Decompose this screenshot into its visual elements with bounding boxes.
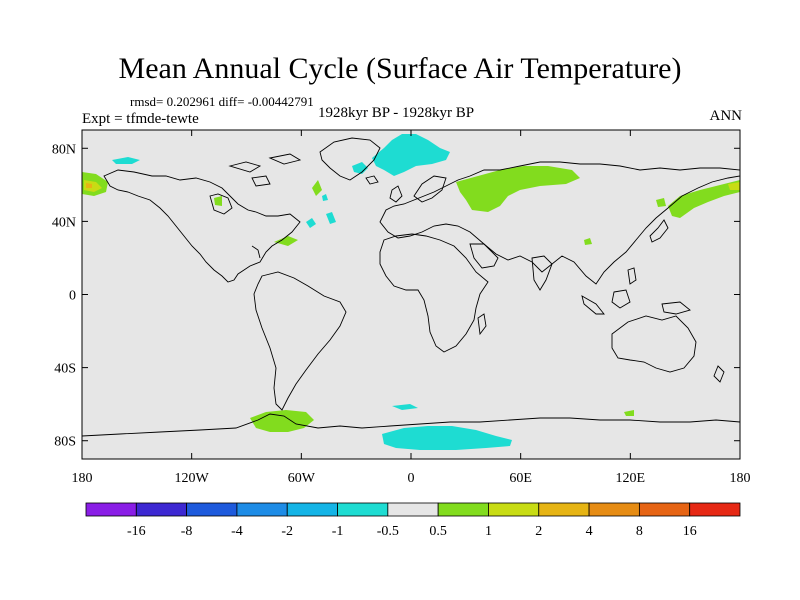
colorbar-labels: -16 -8 -4 -2 -1 -0.5 0.5 1 2 4 8 16 — [127, 524, 697, 539]
colorbar-swatch — [286, 502, 338, 517]
australia-coast — [611, 315, 697, 373]
china-warming-patch — [584, 238, 592, 245]
florida-coast — [251, 245, 261, 259]
asia-warming-patch — [656, 198, 666, 207]
y-tick-label: 80S — [54, 435, 76, 450]
borneo-coast — [611, 289, 631, 309]
hudson-bay-coast — [209, 193, 233, 215]
eurasia-coast — [379, 161, 741, 285]
colorbar-swatch — [186, 502, 238, 517]
colorbar-swatch — [135, 502, 188, 517]
rmsd-label: rmsd= — [130, 94, 164, 109]
new-zealand-coast — [713, 365, 725, 383]
east-asia-warming-core — [728, 182, 740, 190]
colorbar-swatch — [638, 502, 691, 517]
arctic-cooling-patch — [352, 162, 368, 174]
colorbar-label: 4 — [586, 524, 593, 539]
y-tick-label: 40N — [52, 215, 76, 230]
y-tick-label: 80N — [52, 142, 76, 157]
alaska-warming-core — [84, 180, 102, 192]
y-tick-label: 40S — [54, 362, 76, 377]
colorbar-swatch — [689, 502, 741, 517]
plot-title: Mean Annual Cycle (Surface Air Temperatu… — [118, 52, 682, 85]
antarctic-cooling-patch — [382, 426, 512, 450]
colorbar-label: 0.5 — [429, 524, 447, 539]
iceland-coast — [365, 175, 379, 185]
madagascar-coast — [477, 313, 487, 336]
siberia-warming-patch — [456, 166, 580, 212]
coastlines — [81, 137, 741, 437]
colorbar-label: 8 — [636, 524, 643, 539]
diff-label: diff= — [218, 94, 245, 109]
labrador-cooling-patch — [112, 157, 140, 164]
alaska-warming-hotspot — [86, 183, 92, 188]
x-tick-label: 180 — [72, 471, 93, 486]
scandinavia-coast — [413, 175, 447, 203]
y-axis-labels: 80N 40N 0 40S 80S — [52, 142, 76, 449]
greenland-coast — [319, 137, 381, 181]
colorbar-label: -2 — [281, 524, 293, 539]
colorbar-label: -4 — [231, 524, 243, 539]
x-tick-label: 120E — [616, 471, 646, 486]
atlantic-cooling-patch-1 — [306, 218, 316, 228]
period-subtitle: 1928kyr BP - 1928kyr BP — [318, 105, 475, 121]
colorbar-label: -0.5 — [377, 524, 399, 539]
arabia-coast — [469, 243, 499, 269]
greenland-sea-cooling-patch — [372, 134, 450, 176]
colorbar-swatch — [588, 502, 640, 517]
stats-line: rmsd= 0.202961 diff= -0.00442791 — [130, 94, 314, 110]
colorbar-swatch — [488, 502, 540, 517]
rmsd-value: 0.202961 — [166, 94, 216, 109]
x-axis-labels: 180 120W 60W 0 60E 120E 180 — [72, 471, 751, 486]
atlantic-cooling-patch-3 — [322, 194, 328, 201]
canada-warming-patch — [312, 180, 322, 196]
us-warming-patch — [274, 236, 298, 246]
colorbar — [85, 502, 741, 517]
colorbar-label: 16 — [683, 524, 697, 539]
colorbar-swatch — [387, 502, 439, 517]
india-coast — [531, 255, 553, 291]
x-tick-label: 180 — [730, 471, 751, 486]
axis-ticks — [81, 130, 741, 459]
colorbar-swatch — [236, 502, 288, 517]
new-guinea-coast — [661, 301, 691, 315]
anomaly-patches — [82, 134, 740, 450]
colorbar-swatch — [538, 502, 590, 517]
colorbar-label: 2 — [535, 524, 542, 539]
colorbar-label: -1 — [332, 524, 344, 539]
x-tick-label: 120W — [175, 471, 210, 486]
hudson-warming-patch — [214, 196, 222, 206]
colorbar-swatch — [337, 502, 389, 517]
southern-ocean-warming-patch — [624, 410, 634, 416]
south-america-coast — [253, 271, 347, 411]
atlantic-cooling-patch-2 — [326, 212, 336, 224]
east-asia-warming-patch — [668, 180, 740, 218]
season-label: ANN — [709, 108, 743, 124]
colorbar-swatch — [437, 502, 489, 517]
japan-coast — [649, 219, 669, 243]
experiment-label: Expt = tfmde-tewte — [82, 111, 199, 127]
x-tick-label: 0 — [408, 471, 415, 486]
sumatra-coast — [581, 295, 605, 315]
africa-coast — [379, 233, 489, 353]
british-isles-coast — [389, 185, 403, 203]
x-tick-label: 60E — [509, 471, 532, 486]
y-tick-label: 0 — [69, 289, 76, 304]
colorbar-label: -8 — [181, 524, 193, 539]
philippines-coast — [627, 267, 637, 285]
arctic-islands-coast — [228, 153, 302, 187]
x-tick-label: 60W — [288, 471, 316, 486]
colorbar-label: 1 — [485, 524, 492, 539]
colorbar-label: -16 — [127, 524, 146, 539]
colorbar-swatch — [85, 502, 137, 517]
diff-value: -0.00442791 — [247, 94, 314, 109]
sea-cooling-patch — [392, 404, 418, 410]
map-background — [82, 130, 740, 459]
north-america-coast — [103, 169, 301, 283]
antarctica-coast — [81, 413, 741, 437]
